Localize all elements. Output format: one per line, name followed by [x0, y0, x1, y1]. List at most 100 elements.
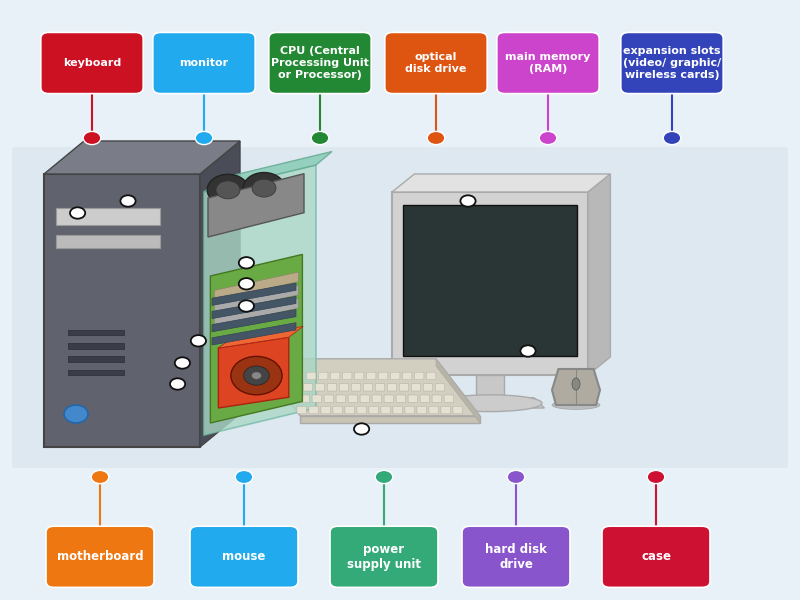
- FancyBboxPatch shape: [321, 406, 330, 414]
- FancyBboxPatch shape: [312, 395, 322, 403]
- Circle shape: [507, 470, 525, 484]
- FancyBboxPatch shape: [282, 372, 292, 380]
- Polygon shape: [68, 343, 124, 349]
- FancyBboxPatch shape: [363, 383, 373, 391]
- FancyBboxPatch shape: [333, 406, 342, 414]
- Polygon shape: [475, 375, 505, 398]
- FancyBboxPatch shape: [309, 406, 318, 414]
- Circle shape: [238, 300, 254, 312]
- Polygon shape: [403, 205, 577, 356]
- Circle shape: [311, 131, 329, 145]
- Polygon shape: [435, 398, 545, 408]
- Ellipse shape: [438, 395, 542, 412]
- Circle shape: [174, 357, 190, 368]
- Circle shape: [647, 470, 665, 484]
- FancyBboxPatch shape: [291, 383, 301, 391]
- FancyBboxPatch shape: [297, 406, 306, 414]
- FancyBboxPatch shape: [435, 383, 445, 391]
- Circle shape: [461, 196, 475, 206]
- FancyBboxPatch shape: [351, 383, 361, 391]
- FancyBboxPatch shape: [46, 526, 154, 587]
- Circle shape: [375, 470, 393, 484]
- Polygon shape: [68, 370, 124, 375]
- Polygon shape: [214, 298, 298, 326]
- FancyBboxPatch shape: [190, 526, 298, 587]
- FancyBboxPatch shape: [387, 383, 397, 391]
- FancyBboxPatch shape: [402, 372, 412, 380]
- FancyBboxPatch shape: [12, 147, 788, 468]
- Circle shape: [252, 372, 262, 379]
- FancyBboxPatch shape: [444, 395, 454, 403]
- Polygon shape: [68, 356, 124, 362]
- Circle shape: [235, 470, 253, 484]
- Circle shape: [216, 181, 240, 199]
- FancyBboxPatch shape: [324, 395, 334, 403]
- Circle shape: [83, 131, 101, 145]
- Circle shape: [244, 366, 270, 385]
- Polygon shape: [218, 337, 289, 408]
- Circle shape: [539, 131, 557, 145]
- Polygon shape: [392, 174, 610, 192]
- Circle shape: [64, 405, 88, 423]
- FancyBboxPatch shape: [390, 372, 400, 380]
- Text: main memory
(RAM): main memory (RAM): [506, 52, 590, 74]
- Polygon shape: [214, 285, 298, 313]
- Circle shape: [252, 179, 276, 197]
- FancyBboxPatch shape: [441, 406, 450, 414]
- Polygon shape: [210, 254, 302, 423]
- FancyBboxPatch shape: [408, 395, 418, 403]
- Circle shape: [520, 346, 536, 356]
- Circle shape: [195, 131, 213, 145]
- Text: optical
disk drive: optical disk drive: [406, 52, 466, 74]
- FancyBboxPatch shape: [345, 406, 354, 414]
- FancyBboxPatch shape: [423, 383, 433, 391]
- Polygon shape: [200, 141, 240, 447]
- Polygon shape: [212, 323, 296, 345]
- FancyBboxPatch shape: [411, 383, 421, 391]
- Polygon shape: [208, 173, 304, 237]
- FancyBboxPatch shape: [420, 395, 430, 403]
- FancyBboxPatch shape: [399, 383, 409, 391]
- Polygon shape: [300, 416, 480, 423]
- FancyBboxPatch shape: [360, 395, 370, 403]
- FancyBboxPatch shape: [279, 383, 289, 391]
- Polygon shape: [212, 310, 296, 332]
- FancyBboxPatch shape: [153, 32, 255, 94]
- Circle shape: [190, 335, 206, 346]
- Polygon shape: [552, 369, 600, 405]
- FancyBboxPatch shape: [372, 395, 382, 403]
- Polygon shape: [44, 174, 200, 447]
- Circle shape: [427, 131, 445, 145]
- Polygon shape: [214, 272, 298, 300]
- Circle shape: [238, 278, 254, 289]
- FancyBboxPatch shape: [288, 395, 298, 403]
- FancyBboxPatch shape: [300, 395, 310, 403]
- Polygon shape: [256, 359, 480, 416]
- Circle shape: [663, 131, 681, 145]
- FancyBboxPatch shape: [303, 383, 313, 391]
- FancyBboxPatch shape: [342, 372, 352, 380]
- FancyBboxPatch shape: [357, 406, 366, 414]
- FancyBboxPatch shape: [318, 372, 328, 380]
- Text: mouse: mouse: [222, 550, 266, 563]
- FancyBboxPatch shape: [315, 383, 325, 391]
- FancyBboxPatch shape: [426, 372, 436, 380]
- FancyBboxPatch shape: [405, 406, 414, 414]
- Circle shape: [70, 208, 86, 218]
- Polygon shape: [436, 359, 480, 423]
- FancyBboxPatch shape: [306, 372, 316, 380]
- FancyBboxPatch shape: [462, 526, 570, 587]
- Circle shape: [121, 196, 136, 206]
- FancyBboxPatch shape: [336, 395, 346, 403]
- Circle shape: [207, 174, 249, 205]
- Polygon shape: [212, 296, 296, 319]
- FancyBboxPatch shape: [453, 406, 462, 414]
- Polygon shape: [212, 283, 296, 305]
- Circle shape: [231, 356, 282, 395]
- FancyBboxPatch shape: [294, 372, 304, 380]
- Polygon shape: [56, 235, 160, 248]
- Polygon shape: [204, 151, 332, 192]
- Polygon shape: [44, 141, 240, 174]
- Text: expansion slots
(video/ graphic/
wireless cards): expansion slots (video/ graphic/ wireles…: [623, 46, 721, 80]
- FancyBboxPatch shape: [375, 383, 385, 391]
